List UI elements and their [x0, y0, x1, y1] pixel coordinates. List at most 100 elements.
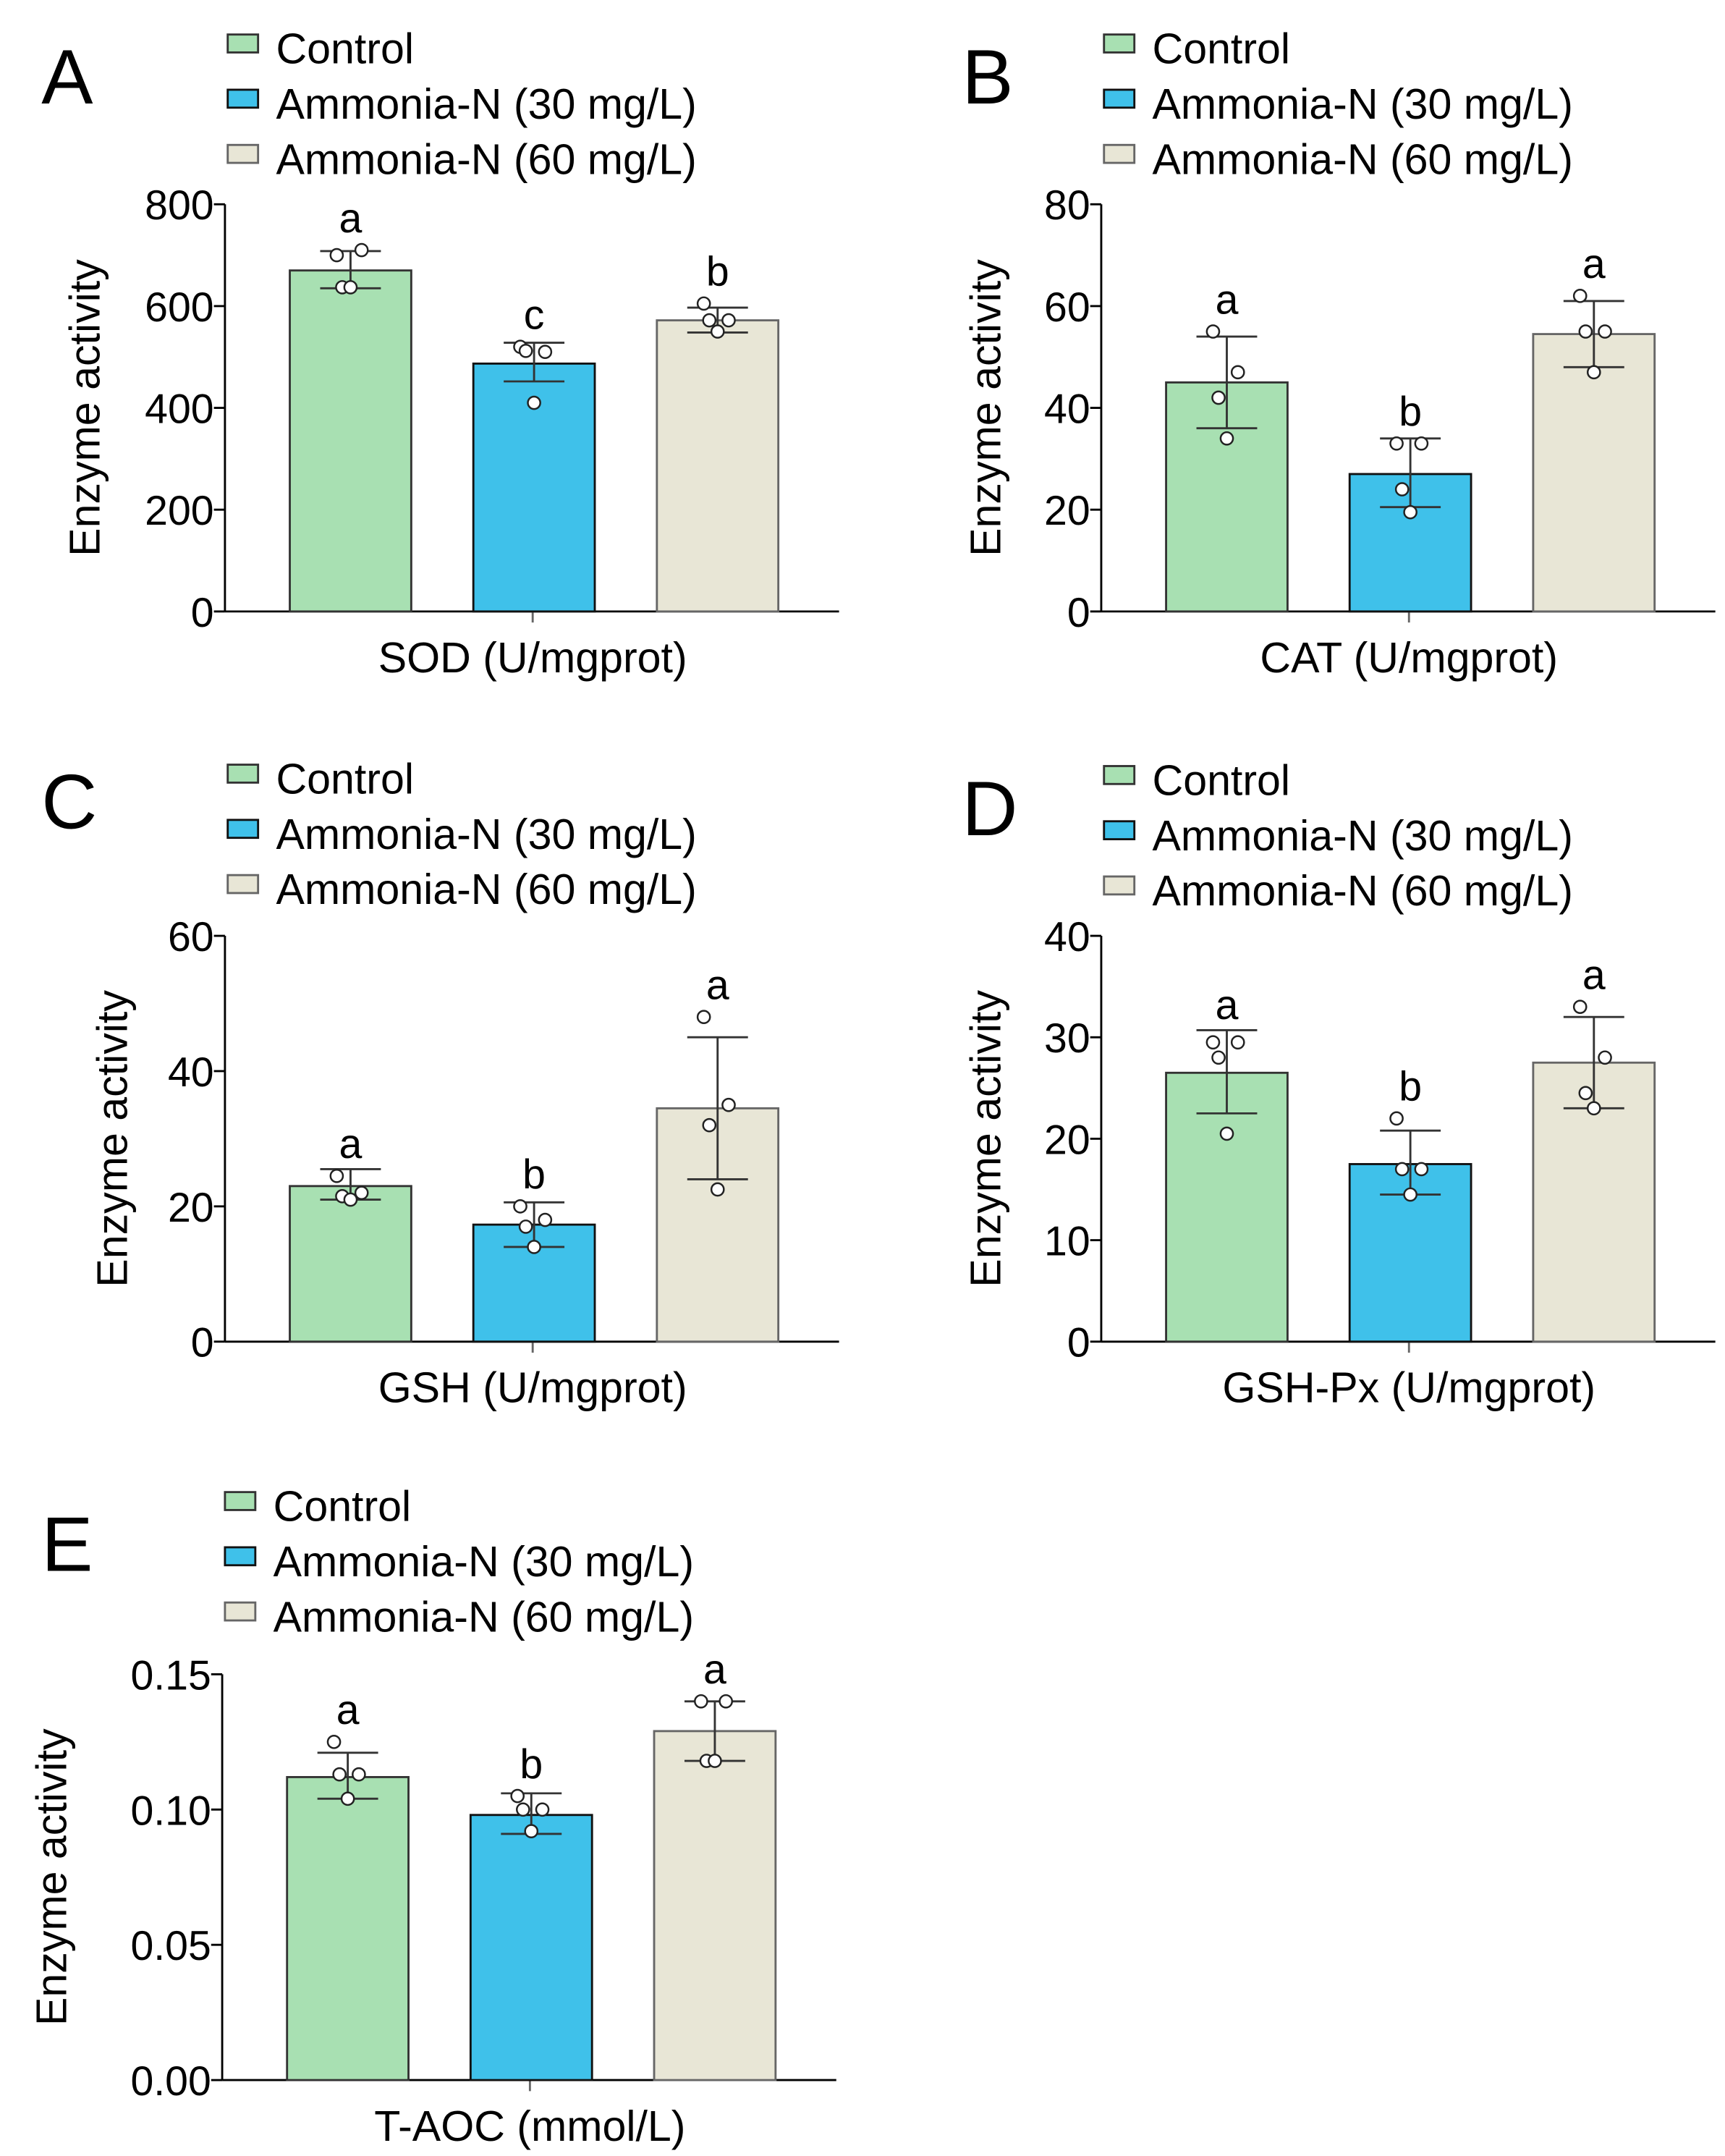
y-tick-label: 0 [191, 590, 214, 636]
data-point [1598, 1050, 1612, 1065]
data-point [343, 280, 358, 295]
data-point [1230, 365, 1245, 380]
data-point [1586, 1101, 1601, 1116]
legend-swatch [1103, 33, 1136, 54]
data-point [721, 313, 736, 328]
y-tick-label: 0 [1067, 590, 1090, 636]
significance-letter: a [1216, 276, 1239, 323]
data-point [1219, 1126, 1234, 1141]
data-point [1211, 390, 1226, 405]
panel-D: D Control Ammonia-N (30 mg/L) Ammonia-N (60… [962, 756, 1716, 1412]
legend-swatch [226, 143, 260, 164]
data-point [510, 1788, 525, 1804]
x-axis-label: GSH-Px (U/mgprot) [1222, 1364, 1595, 1412]
legend-label: Ammonia-N (30 mg/L) [274, 1537, 694, 1586]
legend-swatch [1103, 875, 1136, 896]
panel-letter: C [41, 758, 97, 845]
significance-letter: a [1216, 982, 1239, 1028]
legend-swatch [226, 88, 260, 109]
significance-letter: b [1399, 389, 1422, 435]
data-point [1578, 324, 1593, 339]
data-point [1394, 482, 1410, 496]
panel-B: B Control Ammonia-N (30 mg/L) Ammonia-N (60… [962, 25, 1716, 682]
y-tick-label: 400 [145, 386, 213, 433]
data-point [1394, 1162, 1410, 1177]
y-axis-label: Enzyme activity [962, 259, 1010, 557]
data-point [354, 1185, 369, 1200]
data-point [343, 1192, 358, 1207]
legend-swatch [226, 764, 260, 784]
y-axis-label: Enzyme activity [962, 990, 1010, 1288]
y-tick-label: 10 [1044, 1219, 1090, 1265]
data-point [352, 1767, 366, 1782]
significance-letter: b [522, 1151, 546, 1198]
significance-letter: b [706, 249, 729, 295]
data-point [1205, 1035, 1221, 1050]
panel-letter: D [962, 765, 1017, 852]
panel-C: C Control Ammonia-N (30 mg/L) Ammonia-N (60… [41, 755, 839, 1412]
data-point [696, 1010, 711, 1025]
bar-n30 [469, 1814, 593, 2081]
y-tick-label: 0.15 [130, 1652, 211, 1699]
y-tick-label: 200 [145, 488, 213, 534]
data-point [1211, 1050, 1226, 1065]
data-point [329, 248, 344, 263]
y-tick-label: 60 [1044, 284, 1090, 331]
y-tick-label: 0 [191, 1320, 214, 1366]
panel-A: A Control Ammonia-N (30 mg/L) Ammonia-N (60… [41, 25, 839, 682]
x-axis-label: CAT (U/mgprot) [1260, 633, 1558, 682]
data-point [538, 1212, 553, 1227]
data-point [710, 324, 725, 339]
legend-swatch [224, 1601, 257, 1622]
significance-letter: a [1582, 952, 1606, 998]
legend-swatch [226, 33, 260, 54]
data-point [527, 1240, 541, 1254]
bar-control [289, 269, 412, 613]
x-axis-label: SOD (U/mgprot) [378, 633, 687, 682]
data-point [1389, 1111, 1404, 1126]
panel-letter: A [41, 33, 93, 120]
data-point [1598, 324, 1612, 339]
data-point [1578, 1086, 1593, 1101]
data-point [329, 1168, 344, 1183]
data-point [326, 1735, 342, 1749]
y-axis-label: Enzyme activity [60, 259, 109, 557]
significance-letter: a [336, 1687, 360, 1733]
y-axis-label: Enzyme activity [27, 1728, 76, 2026]
data-point [340, 1791, 355, 1806]
data-point [538, 344, 553, 360]
legend-swatch [226, 819, 260, 840]
legend-label: Ammonia-N (60 mg/L) [274, 1592, 694, 1641]
data-point [1205, 324, 1221, 339]
significance-letter: b [1399, 1064, 1422, 1110]
legend-swatch [226, 874, 260, 895]
data-point [702, 1117, 717, 1133]
significance-letter: a [703, 1646, 726, 1693]
bar-control [1165, 1071, 1289, 1343]
significance-letter: b [520, 1741, 543, 1788]
legend-label: Control [276, 755, 414, 803]
legend-swatch [224, 1546, 257, 1567]
y-tick-label: 0.05 [130, 1923, 211, 1969]
data-point [708, 1754, 722, 1768]
data-point [710, 1182, 725, 1197]
y-tick-label: 20 [1044, 488, 1090, 534]
legend-label: Control [1153, 25, 1291, 73]
data-point [694, 1694, 708, 1709]
legend-label: Ammonia-N (30 mg/L) [276, 810, 696, 858]
y-tick-label: 80 [1044, 182, 1090, 229]
data-point [1219, 431, 1234, 446]
legend-label: Ammonia-N (60 mg/L) [276, 865, 696, 913]
y-tick-label: 60 [168, 914, 214, 960]
legend-label: Control [1153, 756, 1291, 805]
panel-E: E Control Ammonia-N (30 mg/L) Ammonia-N (60… [27, 1482, 836, 2150]
legend-label: Ammonia-N (60 mg/L) [276, 135, 696, 183]
data-point [1230, 1035, 1245, 1050]
legend-label: Ammonia-N (60 mg/L) [1153, 135, 1573, 183]
legend-label: Control [274, 1482, 412, 1531]
y-tick-label: 0.10 [130, 1788, 211, 1834]
significance-letter: a [1582, 241, 1606, 287]
data-point [535, 1802, 550, 1817]
legend-swatch [1103, 765, 1136, 785]
data-point [1389, 436, 1404, 451]
